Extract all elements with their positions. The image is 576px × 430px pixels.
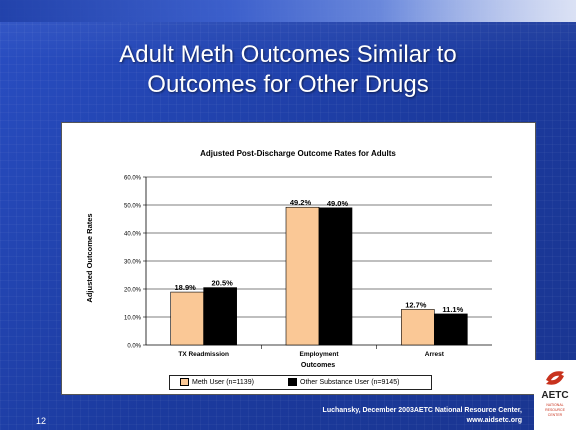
bar — [318, 207, 353, 346]
logo-sub-line-2: RESOURCE — [545, 408, 565, 412]
aetc-logo: AETC NATIONAL RESOURCE CENTER — [534, 360, 576, 430]
slide-number: 12 — [36, 416, 47, 426]
y-tick-label: 20.0% — [124, 288, 142, 294]
data-label: 11.1% — [442, 305, 463, 314]
plot-area: 0.0% 10.0% 20.0% 30.0% 40.0% 50.0% 60.0% 18.9% 2… — [124, 176, 492, 358]
bar — [170, 291, 204, 346]
slide-title-line-2: Outcomes for Other Drugs — [147, 71, 429, 98]
top-band-highlight — [380, 0, 576, 22]
bar-chart: Adjusted Post-Discharge Outcome Rates fo… — [85, 149, 492, 369]
data-label: 20.5% — [212, 279, 234, 288]
legend-swatch-meth — [180, 378, 189, 386]
logo-mark-icon — [546, 371, 564, 385]
logo-sub-line-1: NATIONAL — [546, 403, 564, 407]
slide-title-line-1: Adult Meth Outcomes Similar to — [119, 41, 457, 68]
credit-line-2: www.aidsetc.org — [466, 417, 522, 424]
chart-frame: Adjusted Post-Discharge Outcome Rates fo… — [61, 122, 536, 395]
logo-subtitle: NATIONAL RESOURCE CENTER — [534, 403, 576, 418]
y-tick-label: 50.0% — [124, 204, 142, 210]
y-tick-label: 10.0% — [124, 316, 142, 322]
bar — [203, 287, 237, 346]
logo-sub-line-3: CENTER — [547, 413, 563, 417]
y-tick-label: 60.0% — [124, 176, 142, 182]
slide-title: Adult Meth Outcomes Similar to Outcomes … — [60, 40, 516, 100]
footer-credit: Luchansky, December 2003AETC National Re… — [323, 406, 522, 426]
x-axis-label: Outcomes — [301, 362, 335, 369]
bar — [285, 206, 320, 346]
chart-title: Adjusted Post-Discharge Outcome Rates fo… — [200, 149, 396, 158]
x-tick-label: Employment — [299, 351, 339, 358]
legend-label-meth: Meth User (n=1139) — [192, 378, 254, 386]
data-label: 49.0% — [327, 199, 349, 208]
y-tick-label: 30.0% — [124, 260, 142, 266]
logo-name: AETC — [541, 390, 569, 401]
legend-swatch-other — [288, 378, 297, 386]
y-axis-label: Adjusted Outcome Rates — [85, 213, 94, 302]
data-label: 12.7% — [405, 300, 427, 309]
legend-item-meth: Meth User (n=1139) — [180, 378, 254, 386]
legend-item-other: Other Substance User (n=9145) — [288, 378, 399, 386]
legend: Meth User (n=1139) Other Substance User … — [169, 375, 432, 390]
data-label: 49.2% — [290, 198, 312, 207]
data-label: 18.9% — [175, 283, 197, 292]
x-tick-label: TX Readmission — [178, 351, 229, 358]
legend-label-other: Other Substance User (n=9145) — [300, 378, 400, 386]
y-tick-label: 40.0% — [124, 232, 142, 238]
bar — [401, 309, 435, 346]
y-tick-label: 0.0% — [127, 344, 141, 350]
x-tick-label: Arrest — [425, 351, 445, 358]
credit-line-1: Luchansky, December 2003AETC National Re… — [322, 407, 522, 414]
bar — [434, 313, 468, 346]
